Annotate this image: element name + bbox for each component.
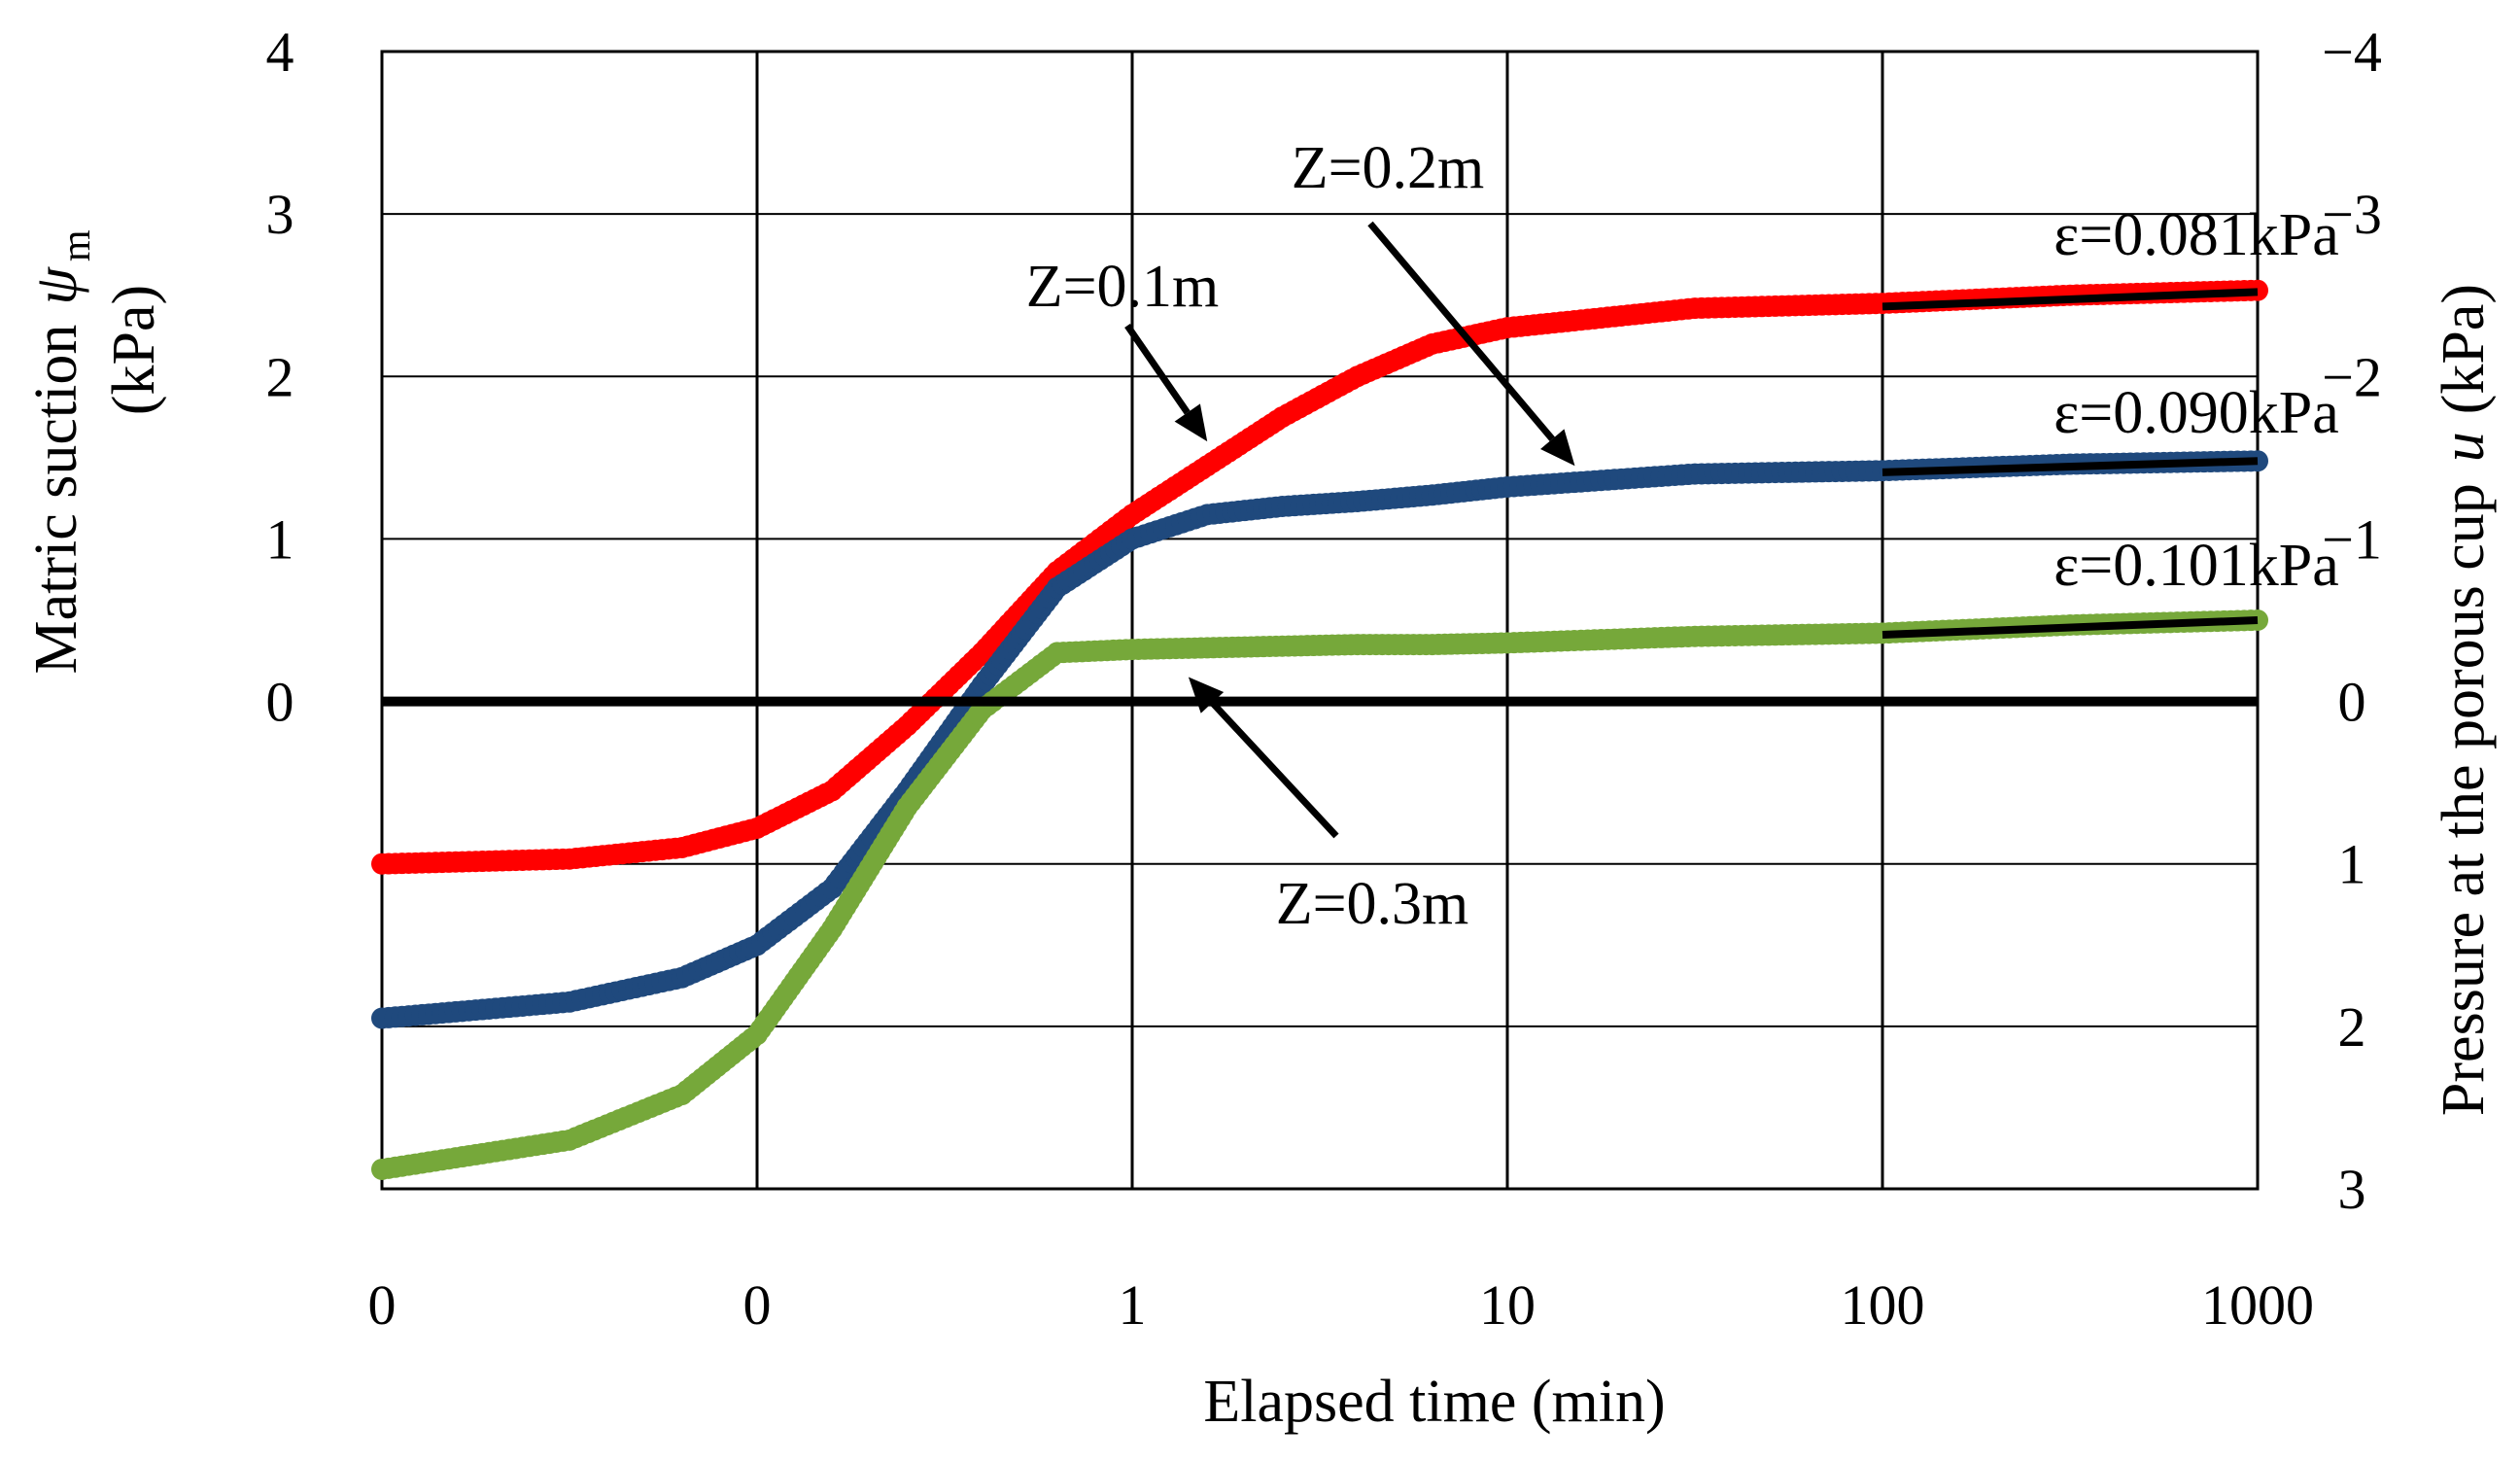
fit-label: ε=0.081kPa: [2054, 202, 2339, 268]
x-tick-label: 0: [743, 1273, 772, 1337]
y-axis-right-title: Pressure at the porous cup u (kPa): [2431, 284, 2497, 1116]
y-left-title-symbol: ψ: [23, 266, 89, 305]
x-tick-label: 1000: [2201, 1273, 2314, 1337]
fit-line: [1881, 457, 2259, 476]
y-left-title-text: Matric suction: [23, 325, 89, 675]
y-right-tick-label: 1: [2338, 833, 2366, 896]
x-tick-label: 10: [1479, 1273, 1536, 1337]
y-left-title-subscript: m: [54, 229, 99, 261]
y-right-title-symbol: u: [2431, 432, 2497, 462]
fit-line: [1881, 616, 2259, 640]
y-left-tick-label: 4: [266, 20, 294, 84]
fit-line: [1881, 288, 2259, 311]
y-right-tick-label: 0: [2338, 671, 2366, 734]
arrow-head: [1188, 677, 1225, 713]
y-left-title-unit: (kPa): [101, 285, 167, 415]
x-axis-title: Elapsed time (min): [1203, 1369, 1665, 1435]
y-left-tick-label: 1: [266, 507, 294, 571]
svg-text:Matric suctionψm: Matric suction ψm: [23, 229, 99, 674]
y-right-tick-label: −3: [2322, 183, 2382, 246]
x-tick-label: 100: [1841, 1273, 1925, 1337]
y-left-tick-label: 0: [266, 671, 294, 734]
arrow-head: [1540, 429, 1575, 467]
annotation-arrows: Z=0.1m Z=0.2m Z=0.3m: [1026, 135, 1575, 937]
y-right-tick-label: −1: [2322, 507, 2382, 571]
y-right-tick-label: −2: [2322, 345, 2382, 408]
x-tick-label: 0: [368, 1273, 397, 1337]
fit-label: ε=0.090kPa: [2054, 380, 2339, 446]
series-Z=0.3m: [371, 609, 2268, 1180]
y-left-tick-label: 2: [266, 345, 294, 408]
annotation-label: Z=0.2m: [1292, 135, 1485, 201]
x-tick-label: 1: [1119, 1273, 1147, 1337]
y-axis-left-title: Matric suction ψm (kPa): [23, 229, 167, 674]
fit-lines: ε=0.081kPa ε=0.090kPa ε=0.101kPa: [1881, 202, 2339, 640]
y-right-tick-label: 2: [2338, 995, 2366, 1059]
annotation-arrow: [1124, 324, 1191, 415]
fit-label: ε=0.101kPa: [2054, 533, 2339, 599]
y-right-tick-label: −4: [2322, 20, 2382, 84]
y-right-title-unit: (kPa): [2431, 284, 2497, 414]
annotation-arrow: [1209, 700, 1339, 839]
annotation-arrow: [1367, 221, 1555, 441]
y-right-tick-label: 3: [2338, 1158, 2366, 1221]
y-right-title-text: Pressure at the porous cup: [2431, 483, 2497, 1116]
annotation-label: Z=0.3m: [1276, 871, 1469, 937]
y-left-tick-label: 3: [266, 183, 294, 246]
annotation-label: Z=0.1m: [1026, 254, 1220, 320]
arrow-head: [1174, 403, 1208, 442]
